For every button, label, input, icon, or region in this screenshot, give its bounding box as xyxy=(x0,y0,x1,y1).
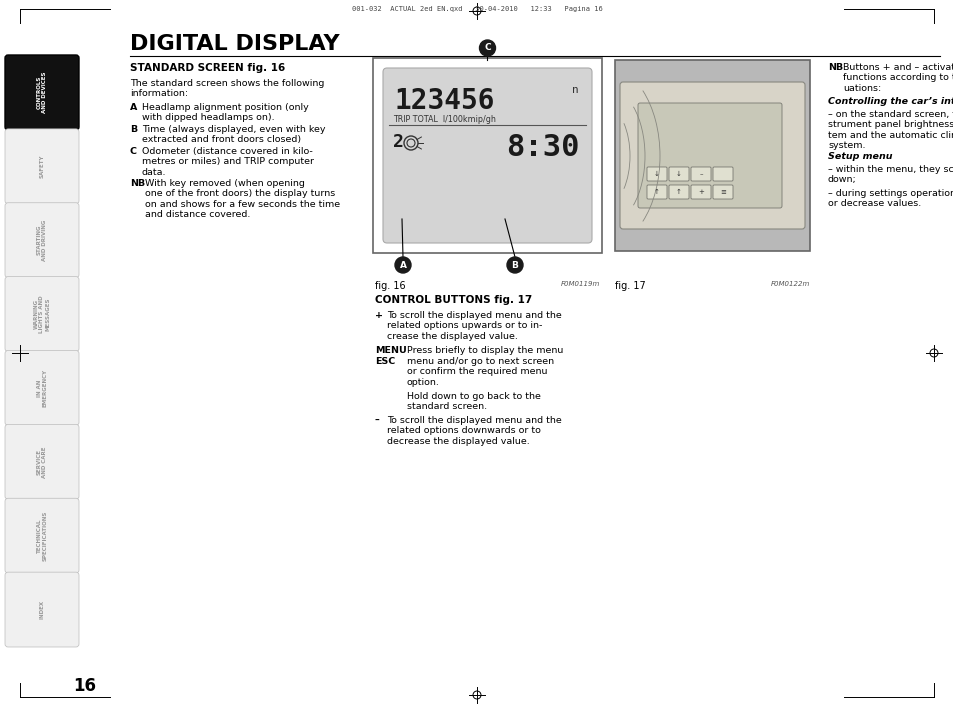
Text: ↓: ↓ xyxy=(654,171,659,177)
Text: –: – xyxy=(375,416,379,425)
Text: – on the standard screen, they control in-
strument panel brightness, the sound : – on the standard screen, they control i… xyxy=(827,110,953,150)
Text: Hold down to go back to the
standard screen.: Hold down to go back to the standard scr… xyxy=(407,392,540,412)
FancyBboxPatch shape xyxy=(638,103,781,208)
Text: F0M0122m: F0M0122m xyxy=(770,281,809,287)
Text: – during settings operations, they increase
or decrease values.: – during settings operations, they incre… xyxy=(827,189,953,208)
Text: A: A xyxy=(399,261,406,270)
Text: menu and/or go to next screen
or confirm the required menu
option.: menu and/or go to next screen or confirm… xyxy=(407,357,554,387)
FancyBboxPatch shape xyxy=(668,167,688,181)
FancyBboxPatch shape xyxy=(690,167,710,181)
Text: F0M0119m: F0M0119m xyxy=(560,281,599,287)
Text: C: C xyxy=(130,147,137,156)
FancyBboxPatch shape xyxy=(712,167,732,181)
Text: 16: 16 xyxy=(73,677,96,695)
Text: +: + xyxy=(698,189,703,195)
Text: NB: NB xyxy=(827,63,842,72)
Text: A: A xyxy=(130,103,137,112)
Text: B: B xyxy=(511,261,517,270)
Text: CONTROL BUTTONS fig. 17: CONTROL BUTTONS fig. 17 xyxy=(375,295,532,305)
FancyBboxPatch shape xyxy=(5,203,79,277)
Text: 123456: 123456 xyxy=(395,87,495,115)
Text: 2: 2 xyxy=(393,133,403,151)
Text: Controlling the car’s interior lights: Controlling the car’s interior lights xyxy=(827,97,953,106)
FancyBboxPatch shape xyxy=(5,55,79,130)
Text: The standard screen shows the following
information:: The standard screen shows the following … xyxy=(130,79,324,98)
Text: B: B xyxy=(130,125,137,134)
Circle shape xyxy=(506,257,522,273)
Text: CONTROLS
AND DEVICES: CONTROLS AND DEVICES xyxy=(36,72,48,113)
FancyBboxPatch shape xyxy=(5,498,79,573)
Text: SAFETY: SAFETY xyxy=(39,155,45,178)
Text: To scroll the displayed menu and the
related options downwards or to
decrease th: To scroll the displayed menu and the rel… xyxy=(387,416,561,445)
FancyBboxPatch shape xyxy=(668,185,688,199)
Text: NB: NB xyxy=(130,179,145,188)
Text: Odometer (distance covered in kilo-
metres or miles) and TRIP computer
data.: Odometer (distance covered in kilo- metr… xyxy=(142,147,314,176)
Text: n: n xyxy=(572,85,578,95)
FancyBboxPatch shape xyxy=(712,185,732,199)
Text: ≡: ≡ xyxy=(720,189,725,195)
Text: C: C xyxy=(484,44,490,52)
Text: fig. 16: fig. 16 xyxy=(375,281,405,291)
Text: +: + xyxy=(375,311,382,320)
Text: 001-032  ACTUAL 2ed EN.qxd   30-04-2010   12:33   Pagina 16: 001-032 ACTUAL 2ed EN.qxd 30-04-2010 12:… xyxy=(352,6,601,12)
Text: MENU: MENU xyxy=(375,346,406,355)
FancyBboxPatch shape xyxy=(382,68,592,243)
Text: Time (always displayed, even with key
extracted and front doors closed): Time (always displayed, even with key ex… xyxy=(142,125,325,145)
Text: Buttons + and – activate different
functions according to the following sit-
uat: Buttons + and – activate different funct… xyxy=(842,63,953,92)
Text: ↑: ↑ xyxy=(676,189,681,195)
FancyBboxPatch shape xyxy=(373,58,601,253)
Text: 8:30: 8:30 xyxy=(506,133,579,162)
Bar xyxy=(615,60,809,251)
FancyBboxPatch shape xyxy=(646,185,666,199)
Text: –: – xyxy=(699,171,702,177)
Text: To scroll the displayed menu and the
related options upwards or to in-
crease th: To scroll the displayed menu and the rel… xyxy=(387,311,561,341)
Text: TECHNICAL
SPECIFICATIONS: TECHNICAL SPECIFICATIONS xyxy=(36,510,48,561)
FancyBboxPatch shape xyxy=(5,129,79,204)
Text: TRIP TOTAL  l/100kmip/gh: TRIP TOTAL l/100kmip/gh xyxy=(393,115,496,124)
Text: – within the menu, they scroll up and
down;: – within the menu, they scroll up and do… xyxy=(827,165,953,184)
Text: INDEX: INDEX xyxy=(39,600,45,619)
Text: ↓: ↓ xyxy=(676,171,681,177)
FancyBboxPatch shape xyxy=(619,82,804,229)
FancyBboxPatch shape xyxy=(5,277,79,352)
Text: DIGITAL DISPLAY: DIGITAL DISPLAY xyxy=(130,34,339,54)
Text: ESC: ESC xyxy=(375,357,395,366)
Text: IN AN
EMERGENCY: IN AN EMERGENCY xyxy=(36,369,48,407)
FancyBboxPatch shape xyxy=(690,185,710,199)
Text: fig. 17: fig. 17 xyxy=(615,281,645,291)
Circle shape xyxy=(395,257,411,273)
FancyBboxPatch shape xyxy=(5,350,79,426)
Text: Headlamp alignment position (only
with dipped headlamps on).: Headlamp alignment position (only with d… xyxy=(142,103,309,122)
FancyBboxPatch shape xyxy=(5,424,79,499)
Circle shape xyxy=(479,40,495,56)
Text: Setup menu: Setup menu xyxy=(827,152,892,161)
Text: WARNING
LIGHTS AND
MESSAGES: WARNING LIGHTS AND MESSAGES xyxy=(33,295,51,333)
Text: With key removed (when opening
one of the front doors) the display turns
on and : With key removed (when opening one of th… xyxy=(145,179,340,219)
Text: STARTING
AND DRIVING: STARTING AND DRIVING xyxy=(36,220,48,261)
Text: ↑: ↑ xyxy=(654,189,659,195)
Text: Press briefly to display the menu: Press briefly to display the menu xyxy=(407,346,563,355)
Text: SERVICE
AND CARE: SERVICE AND CARE xyxy=(36,446,48,477)
FancyBboxPatch shape xyxy=(646,167,666,181)
FancyBboxPatch shape xyxy=(5,572,79,647)
Text: STANDARD SCREEN fig. 16: STANDARD SCREEN fig. 16 xyxy=(130,63,285,73)
